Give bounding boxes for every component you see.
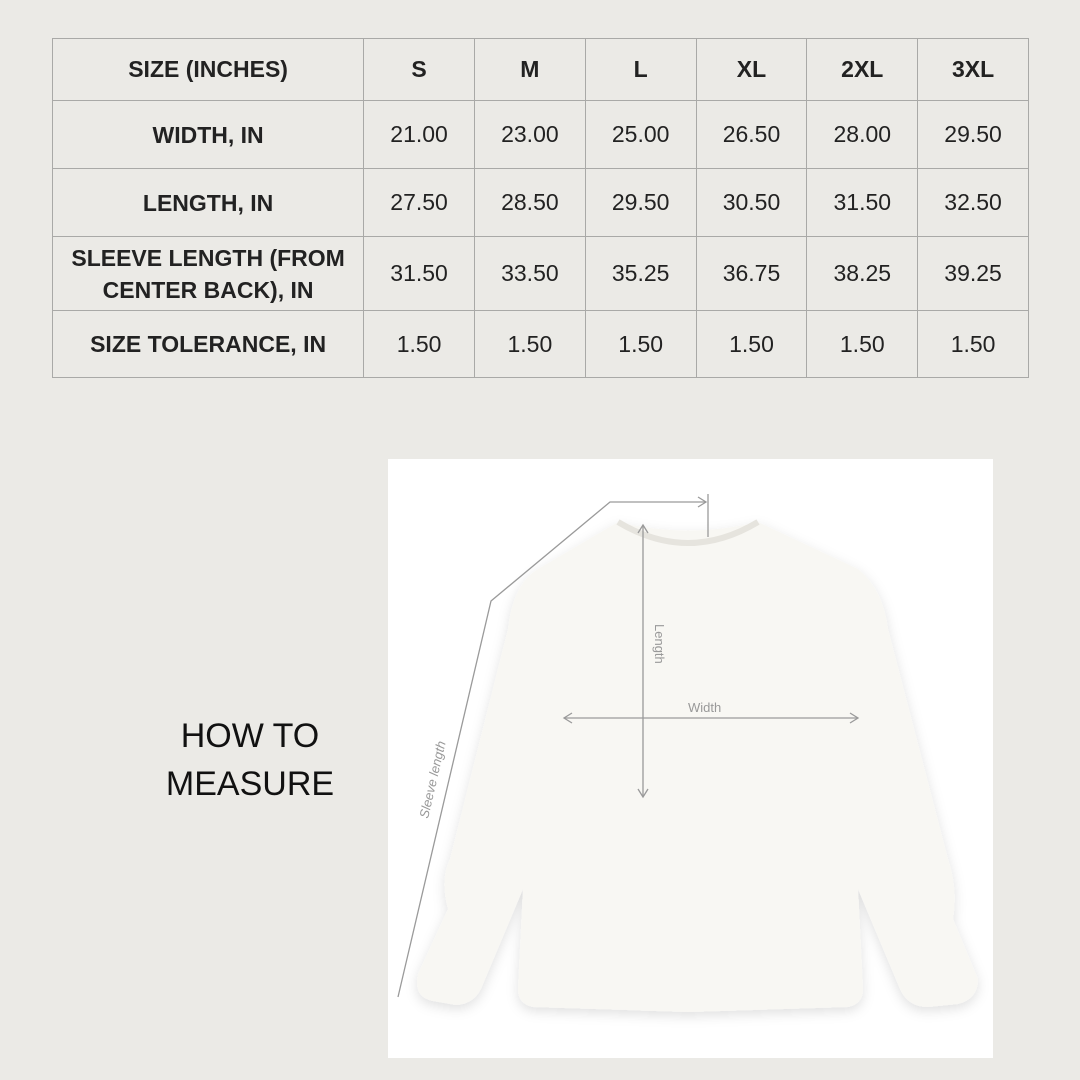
table-row: LENGTH, IN 27.50 28.50 29.50 30.50 31.50… [51,168,1029,237]
header-cell: SIZE (INCHES) [51,38,365,101]
cell: 1.50 [473,310,586,378]
header-cell: XL [695,38,808,101]
cell: 1.50 [584,310,697,378]
cell: 30.50 [695,168,808,237]
table-row: SIZE TOLERANCE, IN 1.50 1.50 1.50 1.50 1… [51,310,1029,378]
cell: 39.25 [917,236,1029,311]
cell: 1.50 [363,310,475,378]
cell: 31.50 [806,168,919,237]
cell: 38.25 [806,236,919,311]
cell: 1.50 [806,310,919,378]
sweatshirt-shape [417,522,978,1012]
size-chart-table: SIZE (INCHES) S M L XL 2XL 3XL WIDTH, IN… [51,38,1029,378]
cell: 33.50 [473,236,586,311]
table-header-row: SIZE (INCHES) S M L XL 2XL 3XL [51,38,1029,101]
header-cell: L [584,38,697,101]
cell: 29.50 [917,100,1029,169]
cell: 35.25 [584,236,697,311]
cell: 32.50 [917,168,1029,237]
cell: 23.00 [473,100,586,169]
row-label: SIZE TOLERANCE, IN [51,310,365,378]
cell: 31.50 [363,236,475,311]
width-label: Width [688,700,721,715]
header-cell: 2XL [806,38,919,101]
cell: 26.50 [695,100,808,169]
cell: 29.50 [584,168,697,237]
length-label: Length [652,624,667,664]
table-row: WIDTH, IN 21.00 23.00 25.00 26.50 28.00 … [51,100,1029,169]
cell: 1.50 [695,310,808,378]
header-cell: M [473,38,586,101]
how-to-measure-heading: HOW TO MEASURE [165,717,335,803]
sleeve-length-line [397,501,706,998]
sleeve-length-label: Sleeve length [416,740,448,820]
row-label: WIDTH, IN [51,100,365,169]
header-cell: S [363,38,475,101]
cell: 28.50 [473,168,586,237]
cell: 28.00 [806,100,919,169]
cell: 21.00 [363,100,475,169]
header-cell: 3XL [917,38,1029,101]
sweatshirt-measurement-image: Length Width Sleeve length [388,459,993,1058]
cell: 1.50 [917,310,1029,378]
cell: 27.50 [363,168,475,237]
row-label: LENGTH, IN [51,168,365,237]
cell: 36.75 [695,236,808,311]
table-row: SLEEVE LENGTH (FROM CENTER BACK), IN 31.… [51,236,1029,311]
row-label: SLEEVE LENGTH (FROM CENTER BACK), IN [51,236,365,311]
cell: 25.00 [584,100,697,169]
sweatshirt-diagram: Length Width Sleeve length [397,494,978,1012]
